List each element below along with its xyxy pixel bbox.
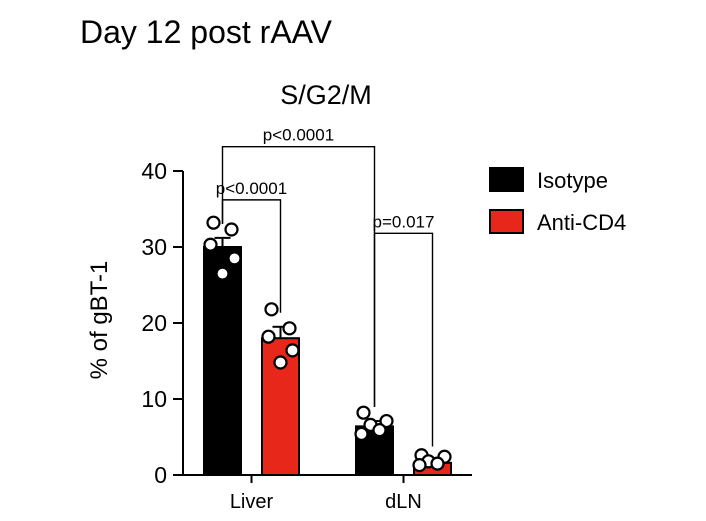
data-point	[282, 321, 297, 336]
significance-bracket	[373, 232, 434, 447]
bar	[203, 246, 242, 476]
data-point	[379, 413, 394, 429]
legend-label: Isotype	[537, 168, 608, 193]
y-tick-label: 20	[141, 310, 167, 336]
data-point	[224, 222, 239, 237]
data-point	[264, 302, 279, 317]
y-tick-label: 40	[141, 158, 167, 184]
significance-label: p<0.0001	[216, 179, 287, 198]
bar	[355, 425, 394, 476]
data-point	[206, 215, 221, 230]
x-tick-label: dLN	[385, 491, 422, 513]
data-point	[372, 423, 387, 438]
y-tick-label: 30	[141, 234, 167, 260]
y-axis-label: % of gBT-1	[86, 261, 113, 380]
data-point	[412, 458, 427, 473]
x-tick-label: Liver	[230, 491, 274, 513]
legend-swatch	[489, 167, 524, 192]
data-point	[273, 355, 288, 370]
legend-swatch	[489, 209, 524, 234]
chart-title: S/G2/M	[280, 80, 372, 110]
significance-label: p=0.017	[373, 212, 435, 231]
data-point	[215, 266, 230, 281]
data-point	[354, 426, 369, 442]
significance-label: p<0.0001	[263, 126, 334, 145]
y-tick-label: 0	[154, 462, 167, 488]
data-point	[203, 237, 218, 252]
data-point	[285, 343, 300, 358]
data-point	[356, 405, 371, 420]
data-point	[261, 329, 276, 344]
page-title: Day 12 post rAAV	[80, 14, 332, 50]
data-point	[227, 251, 242, 266]
y-tick-label: 10	[141, 386, 167, 412]
legend-label: Anti-CD4	[537, 210, 626, 235]
data-point	[430, 456, 445, 471]
